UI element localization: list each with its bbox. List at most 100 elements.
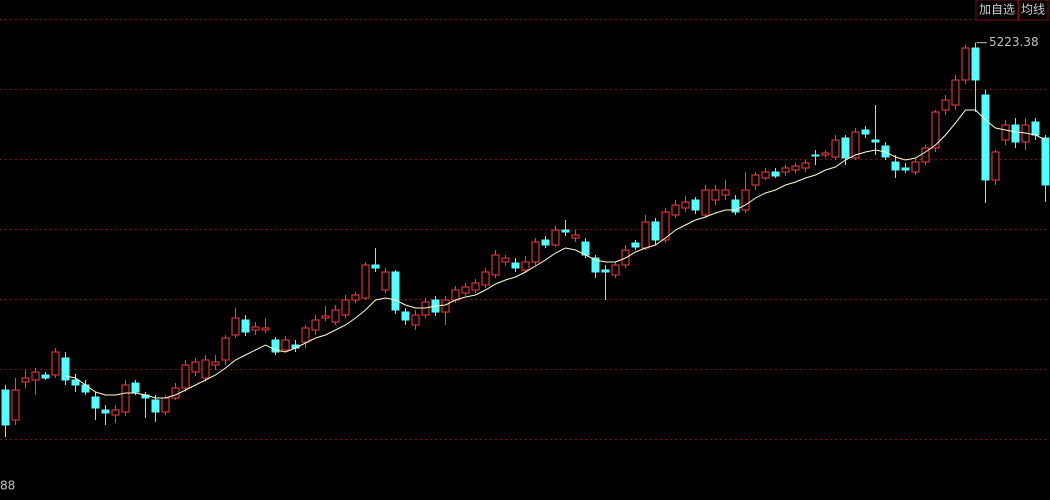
up-candle-body <box>281 339 290 351</box>
up-candle-body <box>991 151 1000 181</box>
up-candle-body <box>211 361 220 366</box>
up-candle-body <box>521 261 530 271</box>
down-candle-body <box>61 357 70 381</box>
button-frame[interactable] <box>975 0 1019 21</box>
up-candle-body <box>671 204 680 216</box>
up-candle-body <box>791 165 800 171</box>
up-candle-body <box>461 286 470 294</box>
up-candle-body <box>451 289 460 301</box>
up-candle-body <box>31 371 40 381</box>
overlay: 5223.38 <box>65 35 1046 399</box>
up-candle-body <box>741 189 750 211</box>
up-candle-body <box>161 397 170 413</box>
up-candle-body <box>531 241 540 263</box>
up-candle-body <box>491 254 500 276</box>
up-candle-body <box>751 174 760 186</box>
up-candle-body <box>911 161 920 173</box>
up-candle-body <box>961 47 970 81</box>
down-candle-body <box>1041 137 1050 186</box>
up-candle-body <box>11 389 20 421</box>
peak-label: 5223.38 <box>989 35 1039 49</box>
down-candle-body <box>561 229 570 233</box>
grid <box>0 19 1050 440</box>
down-candle-body <box>691 199 700 211</box>
down-candle-body <box>591 257 600 273</box>
down-candle-body <box>1031 121 1040 136</box>
up-candle-body <box>551 229 560 246</box>
down-candle-body <box>631 242 640 248</box>
up-candle-body <box>501 257 510 263</box>
up-candle-body <box>951 79 960 106</box>
up-candle-body <box>931 111 940 149</box>
up-candle-body <box>571 234 580 239</box>
button-frame[interactable] <box>1018 0 1049 21</box>
up-candle-body <box>641 221 650 249</box>
up-candle-body <box>711 189 720 201</box>
up-candle-body <box>411 314 420 326</box>
up-candle-body <box>201 359 210 379</box>
up-candle-body <box>941 99 950 111</box>
up-candle-body <box>311 319 320 331</box>
down-candle-body <box>651 221 660 241</box>
up-candle-body <box>471 282 480 291</box>
down-candle-body <box>81 384 90 393</box>
up-candle-body <box>231 317 240 336</box>
up-candle-body <box>851 131 860 159</box>
down-candle-body <box>891 161 900 171</box>
up-candle-body <box>361 264 370 299</box>
up-candle-body <box>761 171 770 179</box>
down-candle-body <box>601 269 610 273</box>
up-candle-body <box>481 271 490 286</box>
up-candle-body <box>381 271 390 291</box>
down-candle-body <box>371 264 380 269</box>
up-candle-body <box>171 387 180 399</box>
down-candle-body <box>731 199 740 213</box>
up-candle-body <box>921 147 930 163</box>
down-candle-body <box>861 129 870 135</box>
up-candle-body <box>221 337 230 361</box>
down-candle-body <box>901 167 910 171</box>
up-candle-body <box>661 211 670 241</box>
up-candle-body <box>441 299 450 313</box>
up-candle-body <box>611 264 620 276</box>
up-candle-body <box>121 384 130 413</box>
down-candle-body <box>811 154 820 157</box>
down-candle-body <box>1 389 10 426</box>
down-candle-body <box>401 311 410 321</box>
down-candle-body <box>91 396 100 409</box>
up-candle-body <box>261 327 270 331</box>
down-candle-body <box>131 382 140 393</box>
down-candle-body <box>271 339 280 353</box>
down-candle-body <box>71 379 80 386</box>
up-candle-body <box>191 361 200 373</box>
up-candle-body <box>681 201 690 209</box>
up-candle-body <box>701 189 710 216</box>
ma-button[interactable]: 均线 <box>1021 3 1045 17</box>
up-candle-body <box>51 351 60 376</box>
up-candle-body <box>301 327 310 343</box>
down-candle-body <box>871 139 880 143</box>
down-candle-body <box>971 47 980 81</box>
down-candle-body <box>771 171 780 177</box>
down-candle-body <box>541 239 550 246</box>
up-candle-body <box>111 409 120 416</box>
down-candle-body <box>101 409 110 414</box>
add-watchlist-button[interactable]: 加自选 <box>979 3 1015 17</box>
up-candle-body <box>331 309 340 323</box>
up-candle-body <box>831 139 840 158</box>
down-candle-body <box>511 262 520 269</box>
up-candle-body <box>721 189 730 196</box>
down-candle-body <box>1011 124 1020 143</box>
down-candle-body <box>841 137 850 159</box>
down-candle-body <box>241 319 250 333</box>
candles <box>1 42 1050 437</box>
up-candle-body <box>1001 124 1010 141</box>
down-candle-body <box>981 94 990 181</box>
bottom-label: 88 <box>0 479 15 493</box>
moving-average-line <box>65 109 1046 399</box>
down-candle-body <box>151 399 160 413</box>
up-candle-body <box>341 299 350 316</box>
up-candle-body <box>821 152 830 156</box>
